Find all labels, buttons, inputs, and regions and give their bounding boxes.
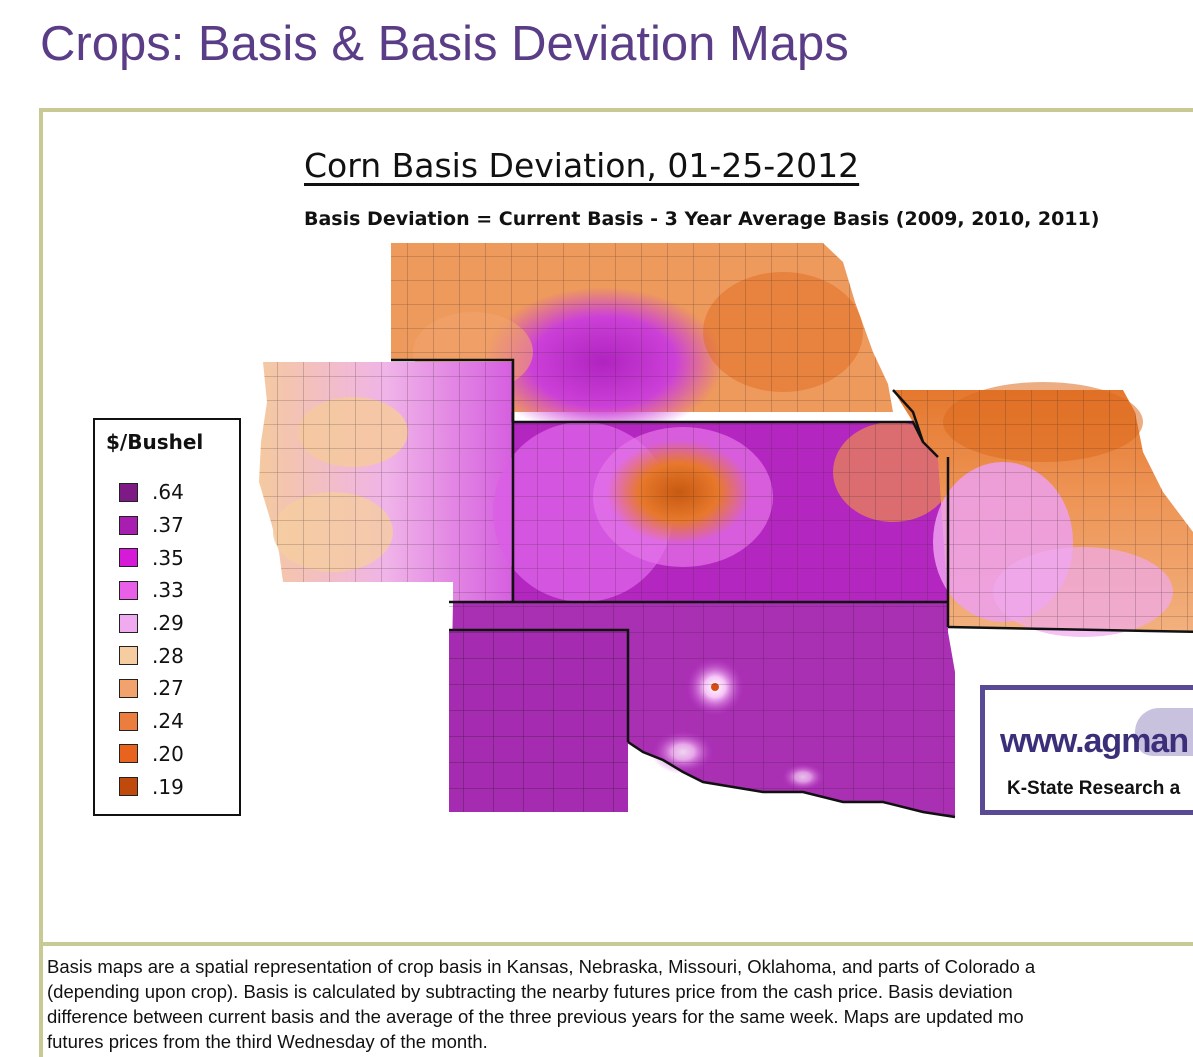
legend-value: .64 (152, 480, 184, 505)
legend-item: .24 (119, 705, 184, 738)
legend-swatch (119, 678, 138, 698)
logo-org: K-State Research a (1007, 778, 1181, 799)
legend-title: $/Bushel (106, 430, 204, 454)
legend-swatch (119, 515, 138, 535)
basis-deviation-map (259, 243, 1193, 819)
map-caption: Basis maps are a spatial representation … (47, 954, 1193, 1054)
legend-swatch (119, 548, 138, 568)
legend-swatch (119, 777, 138, 797)
legend-swatch (119, 744, 138, 764)
caption-line: futures prices from the third Wednesday … (47, 1031, 488, 1052)
agmanager-logo[interactable]: www.agman K-State Research a (980, 685, 1193, 815)
caption-line: difference between current basis and the… (47, 1006, 1024, 1027)
legend-swatch (119, 646, 138, 666)
legend-item: .20 (119, 738, 184, 771)
legend-item: .35 (119, 541, 184, 574)
legend-item: .29 (119, 607, 184, 640)
legend-value: .35 (152, 545, 184, 570)
legend-item: .33 (119, 574, 184, 607)
legend-item: .28 (119, 639, 184, 672)
legend: $/Bushel .64 .37 .35 .33 (93, 418, 241, 816)
legend-value: .19 (152, 774, 184, 799)
legend-value: .28 (152, 643, 184, 668)
page-title: Crops: Basis & Basis Deviation Maps (40, 17, 849, 71)
map-image: Corn Basis Deviation, 01-25-2012 Basis D… (43, 112, 1193, 942)
map-title: Corn Basis Deviation, 01-25-2012 (304, 146, 860, 185)
legend-swatch (119, 580, 138, 600)
legend-swatch (119, 613, 138, 633)
legend-value: .29 (152, 611, 184, 636)
legend-swatch (119, 482, 138, 502)
legend-swatch (119, 711, 138, 731)
legend-item: .27 (119, 672, 184, 705)
colorado-region (259, 362, 513, 602)
logo-mark-icon (1135, 708, 1193, 756)
kansas-region (493, 422, 953, 602)
legend-list: .64 .37 .35 .33 .29 (119, 476, 184, 803)
panhandle-region (449, 630, 628, 812)
legend-value: .24 (152, 709, 184, 734)
logo-url: www.agman (1000, 722, 1189, 760)
legend-item: .64 (119, 476, 184, 509)
map-frame: Corn Basis Deviation, 01-25-2012 Basis D… (39, 108, 1193, 1057)
caption-line: Basis maps are a spatial representation … (47, 956, 1036, 977)
legend-value: .37 (152, 513, 184, 538)
map-subtitle: Basis Deviation = Current Basis - 3 Year… (304, 208, 1100, 230)
nebraska-region (391, 243, 893, 437)
legend-value: .33 (152, 578, 184, 603)
caption-divider (43, 942, 1193, 946)
legend-item: .37 (119, 509, 184, 542)
legend-value: .20 (152, 741, 184, 766)
legend-value: .27 (152, 676, 184, 701)
state-borders (391, 358, 1193, 819)
missouri-region (893, 382, 1193, 637)
legend-item: .19 (119, 770, 184, 803)
caption-line: (depending upon crop). Basis is calculat… (47, 981, 1013, 1002)
